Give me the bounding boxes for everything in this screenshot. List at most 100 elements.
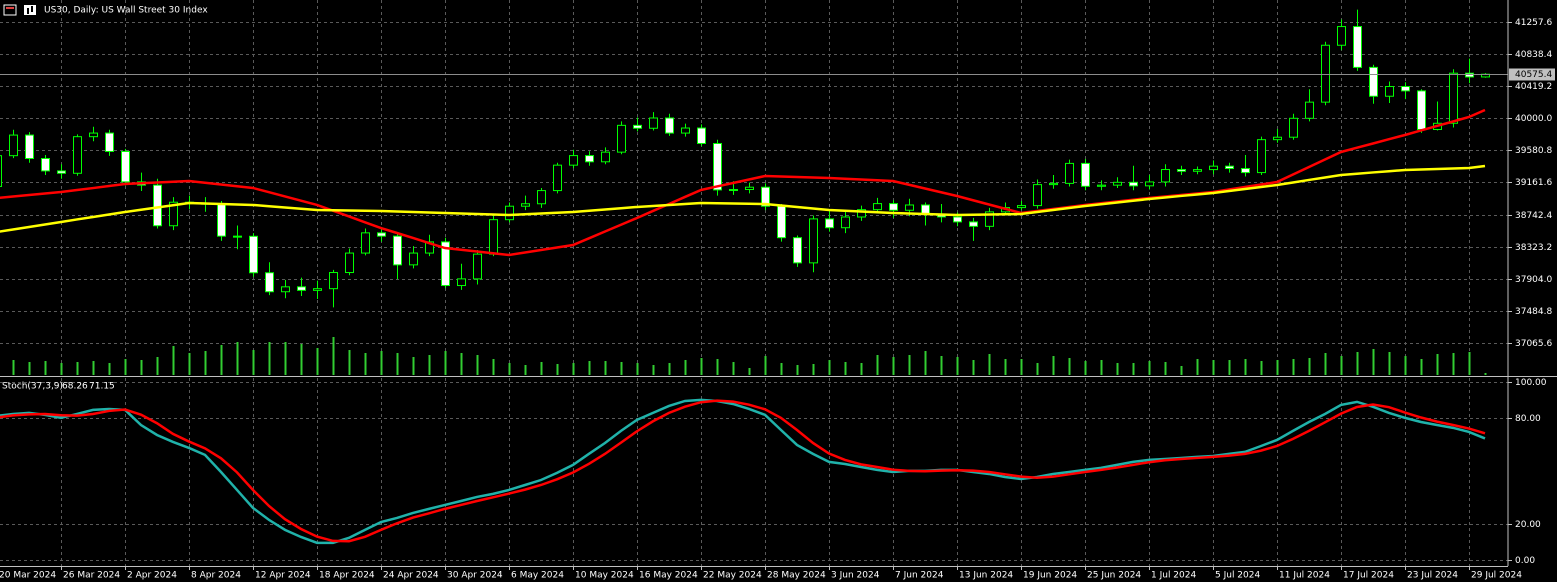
y-tick-label: 80.00 bbox=[1515, 414, 1541, 424]
candle-body bbox=[73, 136, 82, 174]
indicator-title: Stoch(37,3,9) bbox=[2, 382, 63, 392]
y-tick-label: 39580.8 bbox=[1515, 146, 1552, 156]
candle-body bbox=[1145, 181, 1154, 187]
x-tick-label: 23 Jul 2024 bbox=[1407, 571, 1458, 581]
icon bbox=[31, 6, 33, 12]
candle-body bbox=[1193, 169, 1202, 172]
candle-body bbox=[345, 252, 354, 274]
y-tick-label: 40838.4 bbox=[1515, 50, 1552, 60]
candle-body bbox=[1401, 86, 1410, 92]
candle-body bbox=[1113, 181, 1122, 186]
candle-body bbox=[793, 237, 802, 264]
candle-body bbox=[489, 219, 498, 255]
candle-body bbox=[169, 201, 178, 227]
candle-body bbox=[697, 127, 706, 144]
y-tick-label: 40419.2 bbox=[1515, 82, 1552, 92]
y-tick-label: 37904.0 bbox=[1515, 275, 1552, 285]
candle-body bbox=[889, 203, 898, 211]
candle-body bbox=[857, 209, 866, 218]
candle-body bbox=[153, 184, 162, 227]
candle-body bbox=[681, 127, 690, 134]
candle-body bbox=[1321, 44, 1330, 103]
candle-body bbox=[377, 232, 386, 237]
x-tick-label: 1 Jul 2024 bbox=[1151, 571, 1196, 581]
candle-body bbox=[1273, 136, 1282, 141]
candle-body bbox=[521, 203, 530, 207]
x-tick-label: 30 Apr 2024 bbox=[447, 571, 503, 581]
candle-body bbox=[441, 241, 450, 287]
x-tick-label: 25 Jun 2024 bbox=[1087, 571, 1141, 581]
y-tick-label: 38323.2 bbox=[1515, 243, 1552, 253]
candle-body bbox=[265, 272, 274, 293]
candle-body bbox=[1225, 165, 1234, 170]
x-tick-label: 17 Jul 2024 bbox=[1343, 571, 1394, 581]
candle-body bbox=[1129, 181, 1138, 187]
axes: 20 Mar 2024 26 Mar 2024 2 Apr 2024 8 Apr 20… bbox=[0, 18, 1555, 581]
candle-body bbox=[41, 157, 50, 172]
x-tick-label: 18 Apr 2024 bbox=[319, 571, 375, 581]
x-tick-label: 20 Mar 2024 bbox=[0, 571, 56, 581]
candle-body bbox=[217, 203, 226, 237]
y-tick-label: 37065.6 bbox=[1515, 339, 1552, 349]
x-tick-label: 26 Mar 2024 bbox=[63, 571, 120, 581]
y-tick-label: 39161.6 bbox=[1515, 178, 1552, 188]
moving-average bbox=[0, 164, 1486, 233]
indicator-value: 71.15 bbox=[89, 382, 115, 392]
candle-body bbox=[729, 189, 738, 192]
x-tick-label: 11 Jul 2024 bbox=[1279, 571, 1330, 581]
y-tick-label: 40000.0 bbox=[1515, 114, 1552, 124]
x-tick-label: 29 Jul 2024 bbox=[1471, 571, 1522, 581]
candle-body bbox=[0, 155, 2, 187]
indicator-line bbox=[0, 398, 1486, 545]
y-tick-label: 0.00 bbox=[1515, 556, 1535, 566]
candle-body bbox=[1337, 26, 1346, 46]
candle-body bbox=[809, 218, 818, 264]
candle-body bbox=[393, 235, 402, 266]
candle-body bbox=[9, 134, 18, 157]
x-tick-label: 13 Jun 2024 bbox=[959, 571, 1013, 581]
candle-body bbox=[1081, 162, 1090, 187]
candle-body bbox=[1385, 86, 1394, 97]
candle-body bbox=[25, 134, 34, 159]
candle-body bbox=[105, 132, 114, 152]
icon bbox=[6, 7, 14, 9]
candle-body bbox=[601, 151, 610, 163]
x-tick-label: 6 May 2024 bbox=[511, 571, 564, 581]
candle-body bbox=[985, 211, 994, 227]
x-tick-label: 8 Apr 2024 bbox=[191, 571, 241, 581]
candle-body bbox=[297, 286, 306, 291]
y-tick-label: 20.00 bbox=[1515, 520, 1541, 530]
icon bbox=[24, 5, 36, 15]
icon bbox=[27, 8, 29, 14]
candle-body bbox=[89, 132, 98, 138]
candle-body bbox=[1465, 72, 1474, 78]
candle-body bbox=[121, 150, 130, 183]
candle-body bbox=[633, 124, 642, 129]
candle-body bbox=[569, 155, 578, 166]
candle-body bbox=[1161, 169, 1170, 183]
candle-body bbox=[1353, 26, 1362, 68]
candle-body bbox=[1049, 182, 1058, 186]
candle-body bbox=[745, 186, 754, 191]
y-tick-label: 100.00 bbox=[1515, 378, 1547, 388]
candle-body bbox=[1017, 205, 1026, 209]
candle-body bbox=[1209, 165, 1218, 171]
x-tick-label: 12 Apr 2024 bbox=[255, 571, 311, 581]
candle-body bbox=[409, 252, 418, 266]
candle-body bbox=[905, 204, 914, 211]
candle-body bbox=[537, 190, 546, 205]
candle-body bbox=[953, 216, 962, 223]
candle-body bbox=[1449, 72, 1458, 124]
candle-body bbox=[665, 117, 674, 134]
candle-body bbox=[281, 286, 290, 293]
grid bbox=[0, 0, 1508, 566]
plot-area bbox=[0, 9, 1508, 545]
candle-body bbox=[761, 186, 770, 207]
candle-body bbox=[473, 253, 482, 280]
candle-body bbox=[505, 205, 514, 221]
candle-body bbox=[649, 117, 658, 129]
candle-body bbox=[1097, 184, 1106, 187]
